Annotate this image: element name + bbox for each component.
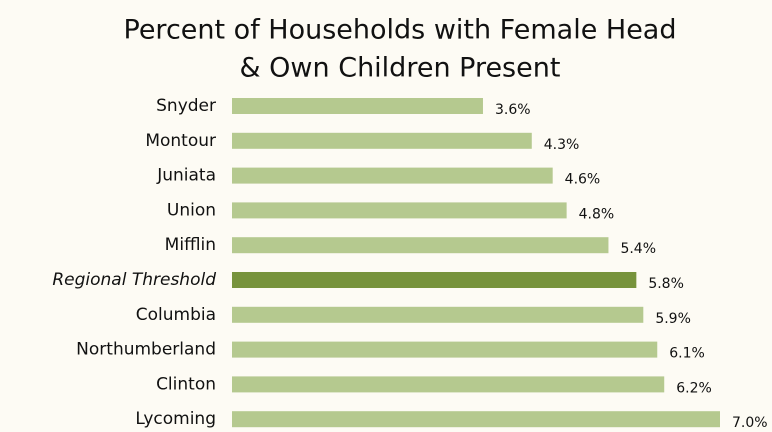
y-tick-label: Northumberland [76, 340, 216, 360]
value-label: 6.2% [676, 380, 712, 396]
value-label: 6.1% [669, 346, 705, 362]
y-tick-label: Regional Threshold [52, 270, 216, 290]
y-tick-label: Snyder [156, 96, 216, 116]
chart-title: Percent of Households with Female Head [124, 15, 677, 46]
y-tick-label: Clinton [156, 374, 216, 394]
value-label: 5.4% [620, 241, 656, 257]
value-label: 4.8% [579, 206, 615, 222]
value-label: 4.3% [544, 137, 580, 153]
bar [232, 411, 720, 428]
value-label: 7.0% [732, 415, 768, 431]
y-tick-label: Juniata [156, 166, 216, 186]
value-label: 3.6% [495, 102, 531, 118]
bar [232, 272, 637, 288]
bar [232, 98, 483, 114]
bar [232, 132, 532, 149]
y-tick-label: Union [167, 200, 216, 220]
y-tick-label: Mifflin [165, 235, 216, 255]
bar [232, 237, 609, 254]
y-tick-label: Montour [145, 131, 216, 151]
value-label: 5.9% [655, 311, 691, 327]
bar [232, 376, 665, 393]
value-label: 5.8% [648, 276, 684, 292]
bar [232, 167, 553, 184]
bar [232, 306, 644, 323]
bar [232, 202, 567, 219]
bar [232, 341, 658, 358]
chart-title: & Own Children Present [240, 53, 561, 84]
y-tick-label: Lycoming [135, 409, 216, 429]
y-tick-label: Columbia [136, 305, 216, 325]
value-label: 4.6% [565, 172, 601, 188]
